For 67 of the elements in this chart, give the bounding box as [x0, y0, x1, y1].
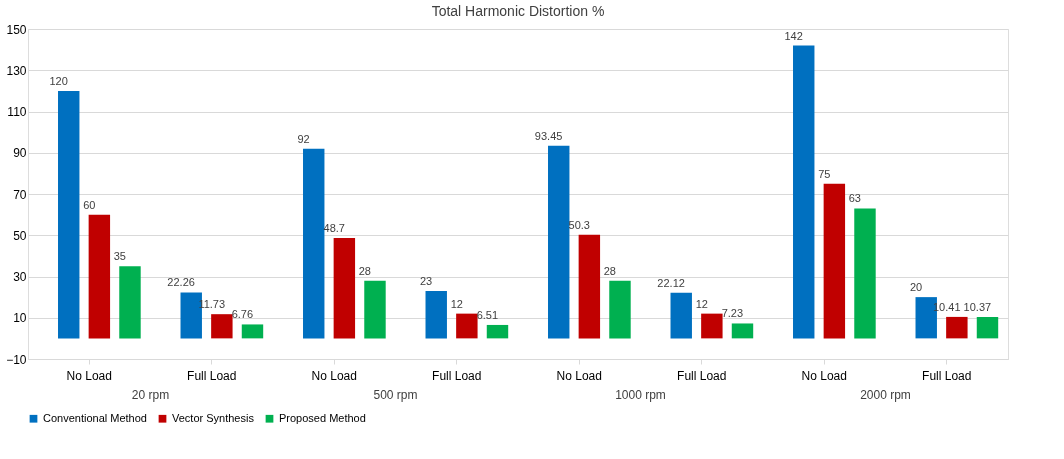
bar — [609, 280, 631, 339]
legend-label: Proposed Method — [279, 411, 366, 424]
data-label: 60 — [83, 198, 96, 211]
y-tick-label: 110 — [7, 105, 27, 119]
x-tick-label: No Load — [801, 368, 847, 383]
bar — [58, 90, 80, 339]
y-tick-label: 130 — [6, 63, 27, 78]
bar — [793, 45, 815, 339]
data-label: 6.51 — [476, 308, 499, 321]
data-label: 35 — [113, 250, 126, 263]
data-label: 22.12 — [657, 276, 685, 289]
data-label: 75 — [818, 167, 831, 180]
bar — [119, 266, 141, 339]
data-label: 12 — [450, 297, 463, 310]
chart-title: Total Harmonic Distortion % — [431, 3, 605, 19]
bar — [548, 145, 570, 339]
y-tick-label: 150 — [6, 22, 27, 37]
x-tick-label: Full Load — [432, 368, 482, 383]
data-label: 12 — [695, 297, 708, 310]
text: 500 rpm — [373, 388, 418, 402]
data-label: 6.76 — [231, 308, 254, 321]
bar — [333, 237, 356, 339]
data-label: 22.26 — [167, 276, 195, 289]
data-label: 20 — [910, 281, 923, 294]
bar — [425, 290, 447, 339]
x-tick-label: Full Load — [187, 368, 237, 383]
y-tick-label: 10 — [13, 311, 27, 326]
bar — [303, 148, 325, 339]
data-label: 92 — [297, 132, 310, 145]
text: 2000 rpm — [860, 388, 911, 402]
bar — [364, 280, 386, 339]
y-tick-label: 30 — [13, 270, 27, 284]
bar — [578, 234, 601, 339]
text: 20 rpm — [131, 388, 170, 402]
y-tick-label: −10 — [6, 352, 27, 367]
data-label: 63 — [848, 192, 861, 205]
bar — [241, 324, 264, 339]
data-label: 28 — [358, 264, 371, 277]
data-label: 93.45 — [534, 129, 563, 142]
x-tick-label: No Load — [556, 368, 602, 383]
y-tick-label: 50 — [13, 228, 27, 243]
bar — [211, 314, 233, 339]
data-label: 23 — [420, 274, 433, 287]
data-label: 10.37 — [963, 300, 992, 313]
y-tick-label: 70 — [13, 187, 27, 202]
data-label: 7.23 — [721, 307, 744, 320]
bar — [486, 324, 509, 339]
data-label: 28 — [603, 264, 616, 277]
bar — [88, 214, 111, 339]
bar — [946, 316, 968, 339]
x-tick-label: No Load — [66, 368, 112, 383]
bar — [701, 313, 723, 339]
x-tick-label: Full Load — [677, 368, 727, 383]
bar — [823, 183, 846, 339]
y-tick-label: 90 — [13, 146, 27, 161]
bar — [456, 313, 478, 339]
bar — [854, 208, 876, 339]
legend-label: Vector Synthesis — [172, 411, 255, 424]
x-tick-label: No Load — [311, 368, 357, 383]
legend-label: Conventional Method — [43, 411, 147, 424]
data-label: 142 — [784, 29, 803, 42]
data-label: 120 — [49, 74, 68, 87]
bar — [731, 323, 754, 339]
bar — [976, 316, 999, 339]
bar — [670, 292, 692, 339]
text: 1000 rpm — [615, 388, 666, 402]
x-tick-label: Full Load — [922, 368, 972, 383]
